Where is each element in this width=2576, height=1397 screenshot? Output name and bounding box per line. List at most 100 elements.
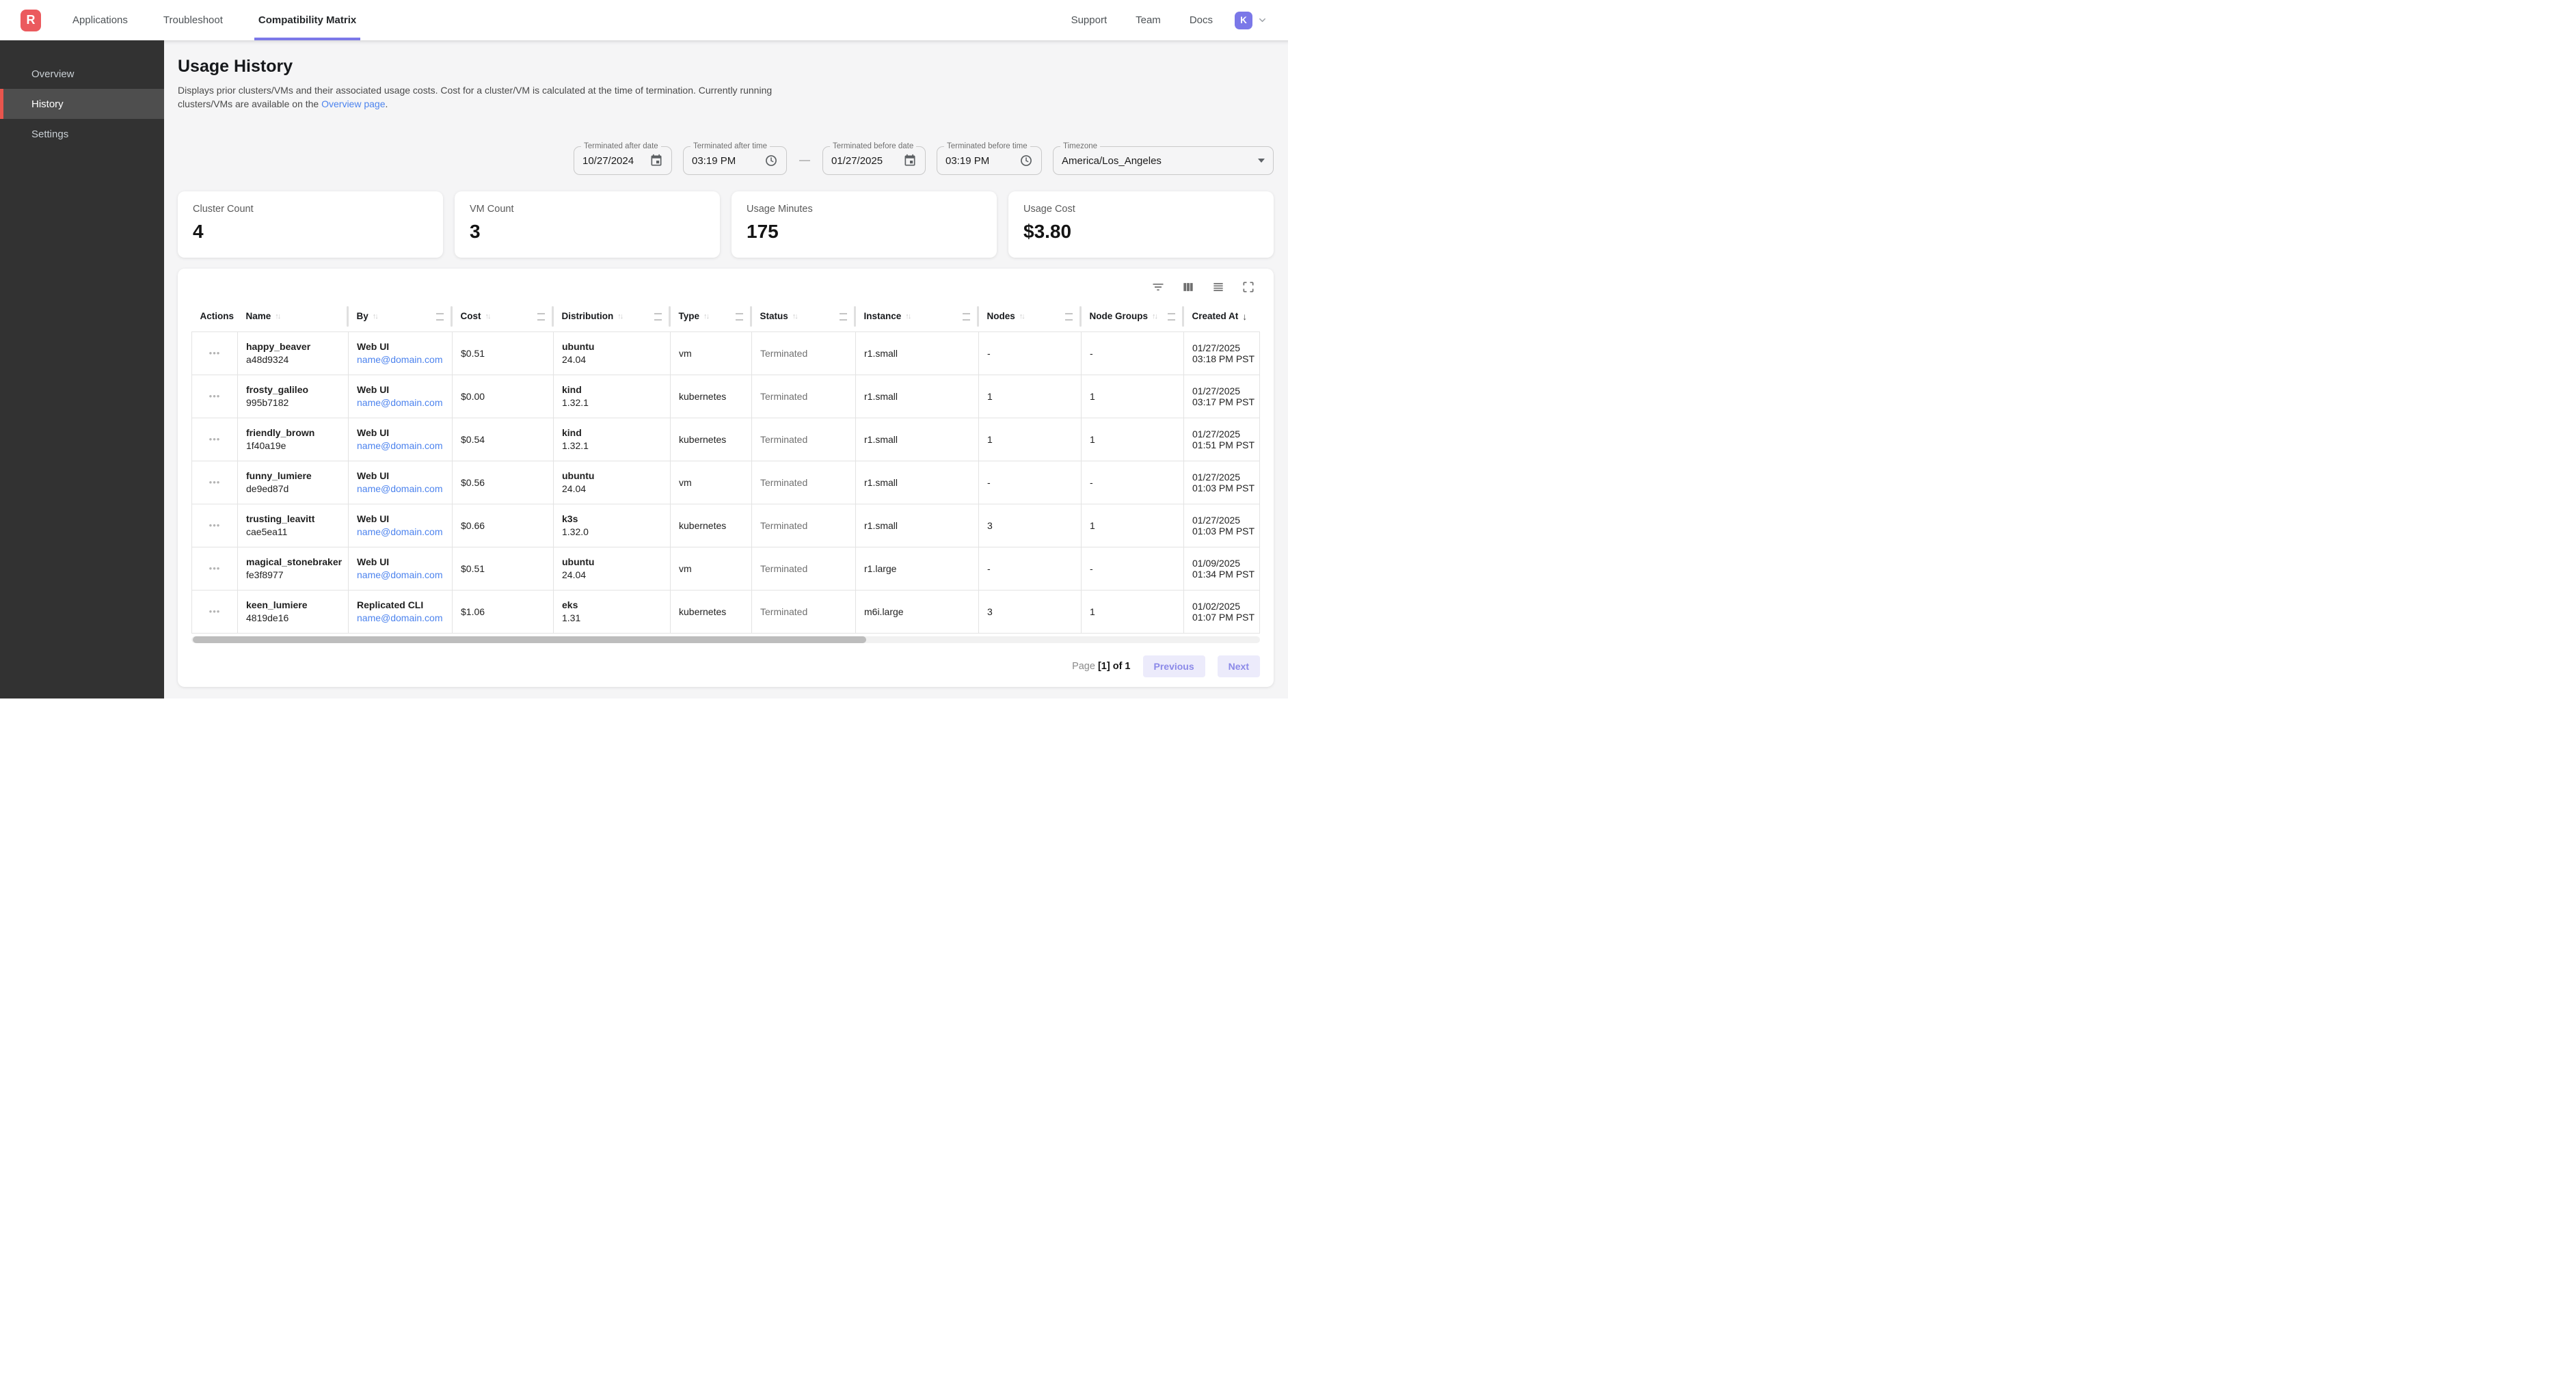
sidebar-item-overview[interactable]: Overview: [0, 59, 164, 89]
nav-tab-compatibility-matrix[interactable]: Compatibility Matrix: [254, 0, 360, 40]
terminated-before-date-field[interactable]: Terminated before date 01/27/2025: [822, 146, 926, 175]
column-header-by[interactable]: By↑↓: [349, 301, 453, 331]
app-window: R Applications Troubleshoot Compatibilit…: [0, 0, 1288, 698]
row-actions-button[interactable]: •••: [200, 391, 229, 401]
account-menu[interactable]: K: [1235, 12, 1267, 29]
timezone-select[interactable]: Timezone America/Los_Angeles: [1053, 146, 1274, 175]
cell-type: kubernetes: [671, 375, 752, 418]
row-actions-button[interactable]: •••: [200, 477, 229, 487]
terminated-after-date-value[interactable]: 10/27/2024: [582, 155, 643, 167]
distribution-version: 24.04: [562, 483, 662, 494]
clock-icon[interactable]: [1019, 154, 1033, 167]
cluster-id: 4819de16: [246, 612, 340, 623]
nav-link-support[interactable]: Support: [1071, 14, 1108, 26]
column-label: Cost: [461, 311, 481, 321]
created-by-email-link[interactable]: name@domain.com: [357, 483, 444, 494]
chevron-down-icon[interactable]: [1257, 15, 1267, 25]
column-header-nodes[interactable]: Nodes↑↓: [979, 301, 1082, 331]
stat-value: $3.80: [1023, 221, 1259, 243]
column-header-name[interactable]: Name↑↓: [238, 301, 349, 331]
terminated-after-time-value[interactable]: 03:19 PM: [692, 155, 757, 167]
cell-distribution: kind1.32.1: [554, 375, 671, 418]
terminated-after-date-field[interactable]: Terminated after date 10/27/2024: [574, 146, 672, 175]
cell-node-groups: -: [1082, 547, 1184, 590]
sort-icon[interactable]: ↑↓: [617, 312, 622, 321]
created-by-email-link[interactable]: name@domain.com: [357, 526, 444, 537]
status-badge: Terminated: [760, 606, 807, 617]
sort-icon[interactable]: ↑↓: [1019, 312, 1024, 321]
cell-cost: $0.56: [453, 461, 554, 504]
created-by-email-link[interactable]: name@domain.com: [357, 440, 444, 451]
column-menu-icon[interactable]: [840, 313, 847, 321]
created-time: 01:03 PM PST: [1192, 526, 1251, 537]
dropdown-arrow-icon[interactable]: [1258, 159, 1265, 163]
created-by-source: Web UI: [357, 341, 444, 352]
cell-by: Replicated CLIname@domain.com: [349, 590, 453, 633]
sort-icon[interactable]: ↑↓: [1152, 312, 1157, 321]
filter-icon[interactable]: [1146, 275, 1170, 299]
sort-icon[interactable]: ↑↓: [703, 312, 708, 321]
status-badge: Terminated: [760, 434, 807, 445]
column-menu-icon[interactable]: [537, 313, 545, 321]
sort-icon[interactable]: ↑↓: [275, 312, 280, 321]
sidebar-item-history[interactable]: History: [0, 89, 164, 119]
cell-node-groups: 1: [1082, 590, 1184, 633]
overview-page-link[interactable]: Overview page: [321, 98, 385, 109]
columns-icon[interactable]: [1177, 275, 1200, 299]
sort-desc-icon[interactable]: ↓: [1242, 311, 1247, 322]
next-page-button[interactable]: Next: [1218, 655, 1260, 677]
column-header-cost[interactable]: Cost ↑↓: [453, 301, 554, 331]
created-by-email-link[interactable]: name@domain.com: [357, 612, 444, 623]
column-header-node-groups[interactable]: Node Groups↑↓: [1082, 301, 1184, 331]
cell-created-at: 01/27/202501:51 PM PST: [1184, 418, 1260, 461]
previous-page-button[interactable]: Previous: [1143, 655, 1205, 677]
column-header-created-at[interactable]: Created At↓: [1184, 301, 1260, 331]
nav-link-docs[interactable]: Docs: [1190, 14, 1213, 26]
terminated-before-time-value[interactable]: 03:19 PM: [945, 155, 1012, 167]
sort-icon[interactable]: ↑↓: [485, 312, 490, 321]
column-header-status[interactable]: Status↑↓: [752, 301, 856, 331]
column-header-instance[interactable]: Instance↑↓: [856, 301, 979, 331]
horizontal-scrollbar-track[interactable]: [191, 636, 1260, 643]
column-menu-icon[interactable]: [654, 313, 662, 321]
nav-link-team[interactable]: Team: [1136, 14, 1161, 26]
nav-tab-applications[interactable]: Applications: [68, 0, 132, 40]
row-actions-button[interactable]: •••: [200, 606, 229, 616]
sidebar-item-settings[interactable]: Settings: [0, 119, 164, 149]
cell-type: vm: [671, 461, 752, 504]
terminated-before-date-value[interactable]: 01/27/2025: [831, 155, 896, 167]
timezone-value[interactable]: America/Los_Angeles: [1062, 155, 1251, 167]
column-menu-icon[interactable]: [1065, 313, 1073, 321]
row-actions-button[interactable]: •••: [200, 348, 229, 358]
density-icon[interactable]: [1207, 275, 1230, 299]
stat-label: VM Count: [470, 204, 705, 215]
clock-icon[interactable]: [764, 154, 778, 167]
column-menu-icon[interactable]: [1168, 313, 1175, 321]
sort-icon[interactable]: ↑↓: [373, 312, 377, 321]
row-actions-button[interactable]: •••: [200, 434, 229, 444]
fullscreen-icon[interactable]: [1237, 275, 1260, 299]
horizontal-scrollbar-thumb[interactable]: [193, 636, 866, 643]
terminated-before-time-field[interactable]: Terminated before time 03:19 PM: [937, 146, 1042, 175]
sort-icon[interactable]: ↑↓: [905, 312, 910, 321]
column-menu-icon[interactable]: [736, 313, 743, 321]
calendar-icon[interactable]: [649, 154, 663, 167]
avatar[interactable]: K: [1235, 12, 1252, 29]
created-by-email-link[interactable]: name@domain.com: [357, 569, 444, 580]
nav-tab-troubleshoot[interactable]: Troubleshoot: [159, 0, 227, 40]
replicated-logo[interactable]: R: [21, 10, 41, 31]
terminated-after-time-field[interactable]: Terminated after time 03:19 PM: [683, 146, 787, 175]
column-header-type[interactable]: Type↑↓: [671, 301, 752, 331]
created-by-email-link[interactable]: name@domain.com: [357, 354, 444, 365]
column-header-distribution[interactable]: Distribution↑↓: [554, 301, 671, 331]
created-time: 01:34 PM PST: [1192, 569, 1251, 580]
row-actions-button[interactable]: •••: [200, 520, 229, 530]
calendar-icon[interactable]: [903, 154, 917, 167]
column-menu-icon[interactable]: [436, 313, 444, 321]
column-menu-icon[interactable]: [963, 313, 970, 321]
timezone-label: Timezone: [1060, 142, 1100, 150]
sort-icon[interactable]: ↑↓: [792, 312, 797, 321]
row-actions-button[interactable]: •••: [200, 563, 229, 573]
created-by-email-link[interactable]: name@domain.com: [357, 397, 444, 408]
page-indicator-current: [1] of 1: [1098, 661, 1131, 672]
